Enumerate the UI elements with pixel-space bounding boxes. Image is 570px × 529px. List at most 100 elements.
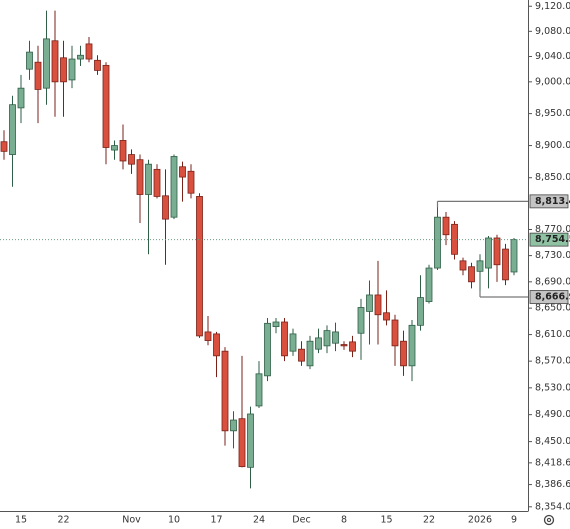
candle-body — [340, 344, 348, 347]
x-tick-label: Dec — [292, 515, 310, 526]
settings-icon[interactable] — [543, 514, 555, 526]
candle-body — [230, 419, 237, 432]
candles — [0, 10, 518, 489]
candle-body — [349, 341, 356, 352]
candle-body — [221, 350, 229, 432]
candle-body — [434, 216, 441, 269]
candle-body — [77, 54, 84, 60]
candle-body — [0, 141, 8, 152]
x-tick-label: 22 — [423, 515, 435, 526]
candle-body — [179, 166, 186, 178]
candle-body — [357, 307, 365, 334]
candle-body — [323, 330, 331, 347]
y-tick-label: 8,690.0 — [535, 276, 570, 287]
y-tick-label: 8,850.0 — [535, 172, 570, 183]
candle-body — [315, 337, 322, 350]
candle-body — [51, 40, 59, 83]
x-tick-label: 17 — [210, 515, 222, 526]
x-tick-label: 15 — [380, 515, 392, 526]
price-label: 8,666.9 — [535, 292, 570, 303]
candle-body — [476, 260, 484, 272]
x-tick-label: 24 — [253, 515, 265, 526]
y-tick-label: 9,040.0 — [535, 51, 570, 62]
candle-body — [9, 104, 16, 155]
candle-body — [26, 51, 33, 70]
y-tick-label: 8,490.0 — [535, 409, 570, 420]
candle-body — [417, 297, 424, 326]
y-tick-label: 9,000.0 — [535, 76, 570, 87]
candle-body — [493, 237, 501, 266]
candle-body — [400, 340, 407, 367]
settings-gear-center[interactable] — [546, 517, 552, 523]
candle-body — [17, 87, 25, 109]
x-tick-label: Nov — [122, 515, 141, 526]
candle-body — [391, 319, 399, 347]
price-label: 8,813.4 — [535, 196, 570, 207]
candle-body — [485, 237, 492, 269]
candle-body — [383, 312, 390, 321]
candle-body — [102, 64, 110, 148]
candle-body — [255, 373, 263, 407]
candle-body — [247, 413, 254, 468]
y-tick-label: 8,730.0 — [535, 250, 570, 261]
y-tick-label: 8,418.6 — [535, 457, 570, 468]
y-tick-label: 8,570.0 — [535, 356, 570, 367]
x-tick-label: 2026 — [468, 515, 492, 526]
y-tick-label: 8,610.0 — [535, 329, 570, 340]
settings-gear[interactable] — [543, 514, 555, 526]
y-tick-label: 8,386.6 — [535, 479, 570, 490]
candle-body — [170, 156, 178, 218]
candle-body — [281, 321, 288, 357]
candle-body — [153, 168, 161, 197]
y-tick-label: 8,450.0 — [535, 436, 570, 447]
candle-body — [374, 294, 382, 316]
candle-body — [204, 331, 212, 341]
candle-body — [264, 322, 271, 377]
candle-body — [136, 159, 144, 195]
x-tick-label: 8 — [341, 515, 347, 526]
x-tick-label: 10 — [168, 515, 180, 526]
candle-body — [442, 216, 450, 236]
candle-body — [298, 348, 305, 362]
candle-body — [332, 331, 339, 344]
y-tick-label: 8,530.0 — [535, 382, 570, 393]
candle-body — [289, 333, 297, 352]
candle-body — [272, 321, 280, 328]
candle-body — [502, 248, 509, 281]
candle-body — [119, 140, 127, 162]
candle-body — [408, 324, 416, 367]
y-tick-label: 9,080.0 — [535, 26, 570, 37]
candle-body — [510, 239, 518, 273]
candle-body — [213, 333, 220, 357]
candle-body — [34, 61, 42, 90]
price-label-box — [529, 194, 569, 209]
y-tick-label: 8,770.0 — [535, 224, 570, 235]
candle-body — [451, 223, 458, 255]
candle-body — [128, 154, 135, 165]
candle-body — [85, 43, 93, 60]
candle-body — [306, 340, 314, 367]
candle-body — [43, 38, 50, 89]
x-tick-label: 9 — [511, 515, 517, 526]
candle-body — [68, 58, 76, 81]
price-label: 8,754.5 — [535, 234, 570, 245]
candle-body — [145, 163, 152, 195]
candle-body — [238, 418, 246, 468]
y-tick-label: 9,120.0 — [535, 1, 570, 12]
price-label-box — [529, 290, 569, 304]
candle-body — [94, 59, 101, 71]
candle-body — [196, 196, 203, 337]
candle-body — [162, 195, 169, 220]
y-tick-label: 8,900.0 — [535, 140, 570, 151]
candle-body — [366, 294, 373, 312]
candle-body — [111, 145, 118, 151]
y-tick-label: 8,354.0 — [535, 501, 570, 512]
price-label-box — [529, 232, 569, 247]
candle-body — [459, 260, 467, 271]
candle-body — [60, 57, 67, 83]
x-tick-label: 15 — [15, 515, 27, 526]
y-tick-label: 8,650.0 — [535, 303, 570, 314]
y-tick-label: 8,950.0 — [535, 108, 570, 119]
candle-body — [468, 266, 475, 283]
